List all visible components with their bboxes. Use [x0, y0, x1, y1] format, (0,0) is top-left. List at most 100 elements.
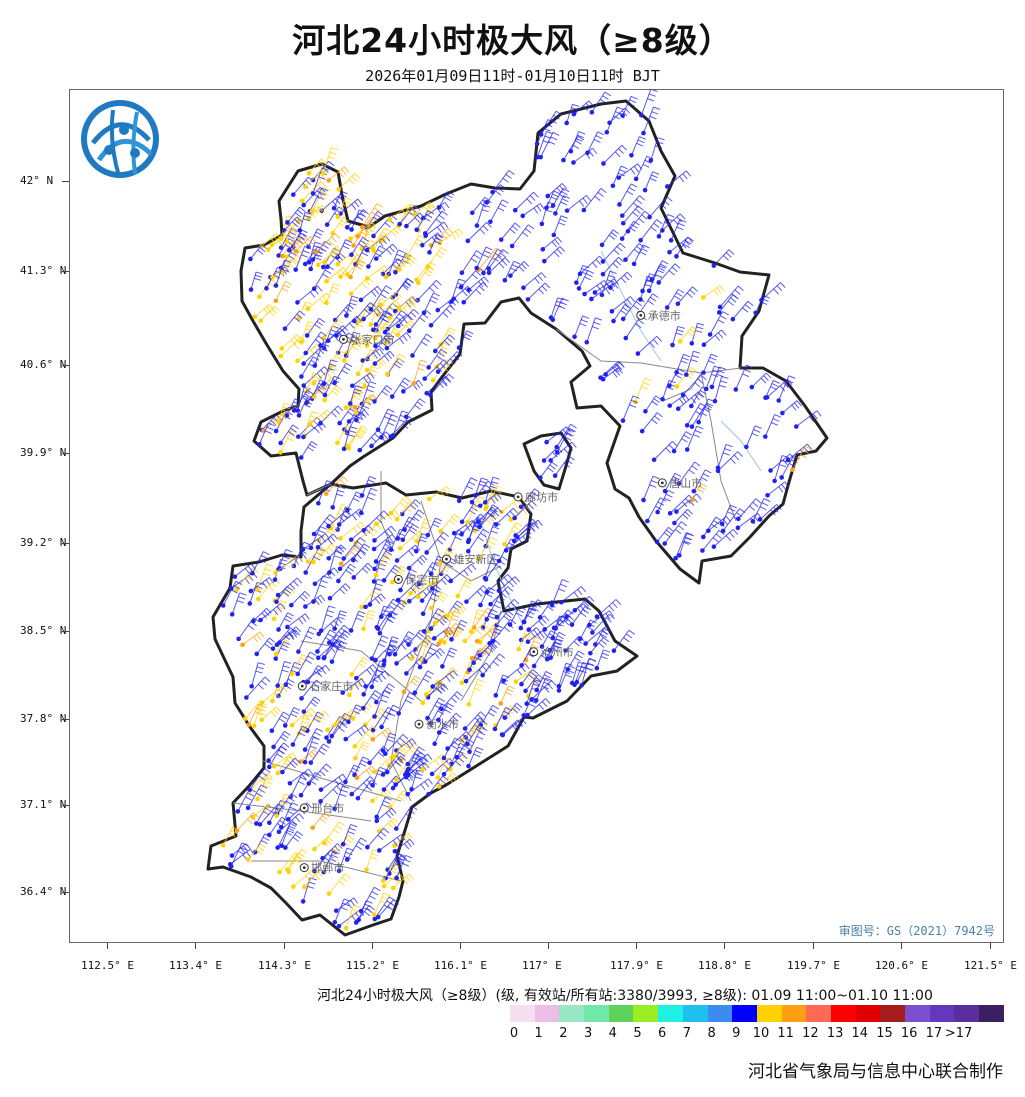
- city-marker[interactable]: 邯郸市: [299, 861, 344, 875]
- wind-barb: [234, 567, 259, 593]
- wind-barb: [768, 453, 795, 473]
- wind-barb: [619, 220, 640, 241]
- city-marker[interactable]: 廊坊市: [513, 490, 558, 504]
- wind-barb: [301, 696, 321, 714]
- wind-barb: [278, 429, 298, 455]
- wind-barb: [343, 904, 361, 931]
- wind-barb: [426, 485, 452, 502]
- wind-barb: [372, 525, 397, 543]
- wind-barb: [466, 678, 485, 707]
- wind-barb: [417, 643, 439, 670]
- city-marker[interactable]: 衡水市: [414, 717, 459, 731]
- city-border: [700, 372, 737, 522]
- wind-barb: [470, 196, 491, 216]
- hebei-south-boundary: [206, 481, 639, 937]
- wind-barb: [516, 630, 533, 652]
- wind-barb: [466, 746, 484, 769]
- longitude-label: 112.5° E: [81, 959, 134, 972]
- latitude-label: 37.1° N: [20, 798, 67, 811]
- longitude-tick: [107, 943, 108, 949]
- wind-barb: [363, 593, 386, 610]
- wind-barb: [315, 629, 337, 654]
- wind-barb: [343, 331, 361, 359]
- city-marker[interactable]: 保定市: [393, 572, 438, 586]
- wind-barb: [299, 356, 320, 379]
- wind-barb: [308, 526, 327, 551]
- wind-barb: [502, 260, 521, 283]
- city-label: 石家庄市: [309, 679, 353, 693]
- wind-barb: [689, 386, 709, 409]
- city-marker[interactable]: 邢台市: [299, 801, 344, 815]
- city-label: 唐山市: [669, 476, 702, 490]
- wind-barb: [275, 660, 292, 688]
- wind-barb: [420, 753, 448, 772]
- wind-barb: [552, 455, 575, 479]
- city-marker[interactable]: 石家庄市: [297, 679, 353, 693]
- wind-barb: [391, 740, 411, 760]
- city-marker[interactable]: 沧州市: [529, 645, 574, 659]
- wind-barb: [274, 586, 293, 605]
- wind-barb: [656, 213, 675, 239]
- wind-barb: [255, 776, 273, 802]
- wind-barb: [384, 332, 412, 351]
- wind-barb: [369, 660, 387, 690]
- wind-barb: [647, 196, 673, 220]
- wind-barb: [436, 712, 462, 735]
- wind-barb: [374, 807, 397, 824]
- wind-barb: [691, 469, 712, 494]
- wind-barb: [415, 280, 442, 303]
- wind-barb: [440, 647, 458, 669]
- producer-credit: 河北省气象局与信息中心联合制作: [748, 1062, 1003, 1082]
- wind-barb: [303, 331, 327, 356]
- wind-barb: [297, 211, 312, 233]
- city-marker[interactable]: 唐山市: [657, 476, 702, 490]
- wind-barb: [315, 248, 343, 268]
- wind-barb: [409, 634, 433, 661]
- city-marker[interactable]: 张家口市: [338, 332, 394, 346]
- wind-barb: [326, 873, 351, 897]
- wind-barb: [794, 410, 822, 429]
- wind-barb: [220, 580, 243, 608]
- wind-barb: [482, 553, 501, 581]
- latitude-tick: [62, 181, 69, 182]
- legend-label: 16: [900, 1026, 918, 1041]
- legend-label: 10: [752, 1026, 770, 1041]
- city-marker[interactable]: 承德市: [636, 308, 681, 322]
- wind-barb: [671, 431, 693, 454]
- wind-barb: [396, 692, 416, 716]
- legend-label: 13: [826, 1026, 844, 1041]
- wind-barb: [376, 299, 401, 318]
- map-approval-number: 审图号：GS（2021）7942号: [838, 924, 995, 938]
- wind-barb: [689, 403, 713, 429]
- wind-barb: [293, 245, 312, 272]
- city-label: 承德市: [648, 308, 681, 322]
- wind-barb: [484, 596, 505, 622]
- wind-barb: [406, 309, 432, 334]
- wind-barb: [250, 551, 270, 576]
- wind-barb: [594, 599, 622, 620]
- latitude-tick: [62, 271, 69, 272]
- wind-barb: [383, 258, 410, 280]
- wind-barb: [493, 507, 519, 527]
- map-frame[interactable]: 张家口市 承德市廊坊市 唐山市雄安新区 保定市沧州市石家庄市衡水市邢台市邯郸市: [69, 89, 1004, 943]
- wind-barb: [229, 592, 247, 617]
- legend-swatch: [707, 1005, 733, 1022]
- city-label: 邢台市: [311, 801, 344, 815]
- wind-barb: [665, 170, 692, 189]
- city-marker[interactable]: 雄安新区: [441, 552, 497, 566]
- wind-barb: [463, 662, 492, 684]
- wind-barb: [298, 441, 318, 460]
- wind-barb: [512, 191, 539, 213]
- wind-barb: [512, 500, 537, 521]
- legend-label: 9: [732, 1026, 741, 1041]
- wind-barb: [545, 183, 568, 199]
- wind-barb: [405, 746, 425, 767]
- wind-barb: [607, 107, 631, 126]
- wind-barb: [427, 234, 444, 255]
- wind-barb: [375, 408, 395, 432]
- wind-barb: [619, 195, 646, 218]
- wind-barb: [257, 422, 276, 447]
- wind-barb: [351, 562, 374, 580]
- wind-barb: [259, 706, 282, 723]
